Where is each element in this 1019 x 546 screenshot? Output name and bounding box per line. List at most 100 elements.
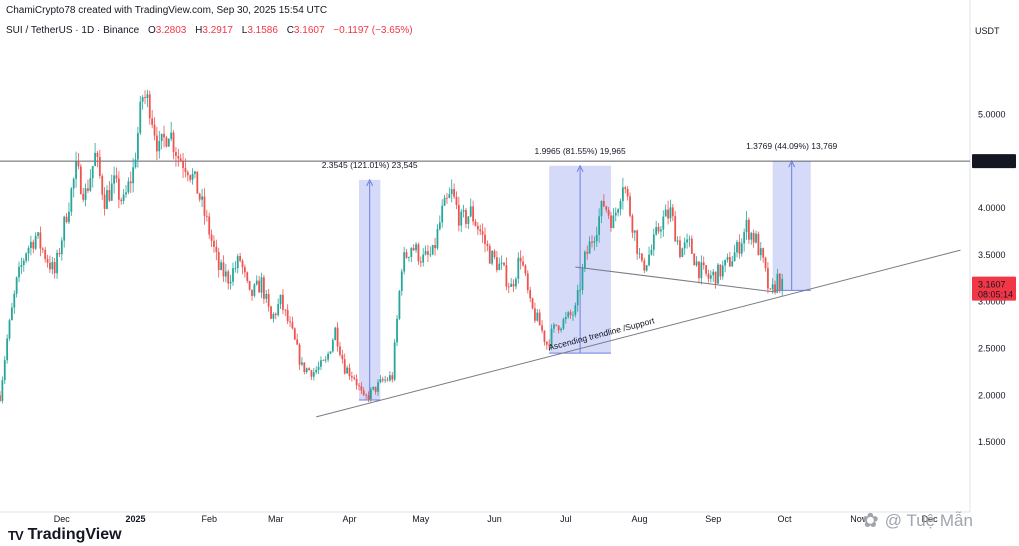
candle-body xyxy=(417,244,420,262)
candle-body xyxy=(355,378,358,386)
candle-body xyxy=(712,271,715,276)
candle-body xyxy=(144,97,146,99)
candle-body xyxy=(557,325,560,331)
candle-body xyxy=(8,320,11,339)
candle-body xyxy=(419,261,422,263)
candle-body xyxy=(434,245,436,249)
x-tick-label: Oct xyxy=(778,514,793,524)
candle-body xyxy=(543,330,546,342)
candle-body xyxy=(555,324,558,326)
candle-body xyxy=(776,273,779,292)
candle-body xyxy=(367,395,370,400)
candle-body xyxy=(576,290,579,306)
candle-body xyxy=(75,160,77,179)
candle-body xyxy=(738,241,741,254)
candle-body xyxy=(422,254,425,263)
candle-body xyxy=(564,316,567,320)
candle-body xyxy=(63,216,66,241)
candle-body xyxy=(389,375,391,381)
x-tick-label: Feb xyxy=(201,514,217,524)
candle-body xyxy=(284,309,287,311)
candle-body xyxy=(151,118,154,125)
candle-body xyxy=(213,240,215,247)
candle-body xyxy=(372,386,375,390)
candle-body xyxy=(362,390,365,395)
candle-body xyxy=(686,239,688,243)
current-price-countdown: 08:05:14 xyxy=(978,290,1013,300)
candle-body xyxy=(110,183,113,201)
candle-body xyxy=(550,328,553,347)
candle-body xyxy=(412,247,415,251)
candle-body xyxy=(310,370,313,377)
candle-body xyxy=(629,196,631,216)
candle-body xyxy=(305,368,308,373)
candle-body xyxy=(633,230,636,233)
candle-body xyxy=(106,190,108,209)
ohlc-open-value: 3.2803 xyxy=(155,25,187,36)
candle-body xyxy=(324,359,327,361)
candle-body xyxy=(396,318,398,343)
candle-body xyxy=(229,281,232,284)
ascending-trendline xyxy=(316,249,961,418)
candle-body xyxy=(381,379,384,381)
candle-body xyxy=(243,267,246,273)
x-tick-label: Aug xyxy=(632,514,648,524)
candle-body xyxy=(127,181,130,193)
candle-body xyxy=(683,242,686,249)
candle-body xyxy=(626,188,629,197)
candle-body xyxy=(265,293,268,299)
candle-body xyxy=(322,360,325,362)
candle-body xyxy=(56,252,58,274)
currency-label[interactable]: USDT xyxy=(975,26,1000,36)
candle-body xyxy=(25,253,28,261)
candle-body xyxy=(638,253,641,255)
candle-body xyxy=(156,135,158,152)
candle-body xyxy=(70,188,73,212)
candle-body xyxy=(377,382,379,392)
candle-body xyxy=(612,215,615,229)
candle-body xyxy=(379,379,382,383)
candle-body xyxy=(293,328,296,340)
candle-body xyxy=(726,257,729,260)
candle-body xyxy=(117,178,120,200)
candle-body xyxy=(548,344,551,347)
secondary-trendline xyxy=(575,266,778,293)
candle-body xyxy=(279,294,282,305)
candle-body xyxy=(591,241,593,243)
candle-body xyxy=(101,175,104,195)
price-range-label: 1.9965 (81.55%) 19,965 xyxy=(534,146,625,156)
candle-body xyxy=(446,197,448,199)
candle-body xyxy=(20,265,23,267)
candle-body xyxy=(224,271,227,277)
candle-body xyxy=(700,262,703,279)
candle-body xyxy=(248,280,251,290)
candle-body xyxy=(15,277,18,294)
candle-body xyxy=(339,346,341,355)
candle-body xyxy=(115,175,118,179)
candle-body xyxy=(274,313,277,316)
candle-body xyxy=(136,133,139,160)
candle-body xyxy=(262,277,265,299)
candle-body xyxy=(621,187,624,202)
candle-body xyxy=(13,293,16,308)
candle-body xyxy=(476,225,479,230)
candle-body xyxy=(707,273,710,279)
candle-body xyxy=(774,284,776,292)
candle-body xyxy=(676,240,679,242)
candle-body xyxy=(393,342,396,380)
symbol-name[interactable]: SUI / TetherUS · 1D · Binance xyxy=(6,25,140,36)
candle-body xyxy=(1,380,4,401)
candle-body xyxy=(500,262,503,264)
x-tick-label: Apr xyxy=(342,514,356,524)
candle-body xyxy=(405,252,408,258)
candle-body xyxy=(688,238,691,240)
candle-body xyxy=(51,262,54,270)
candle-body xyxy=(215,246,218,253)
flower-icon: ✿ xyxy=(862,510,879,532)
candle-body xyxy=(759,248,762,256)
candle-body xyxy=(479,229,482,232)
candle-body xyxy=(512,283,515,287)
candle-body xyxy=(648,254,650,266)
candle-body xyxy=(602,200,605,207)
